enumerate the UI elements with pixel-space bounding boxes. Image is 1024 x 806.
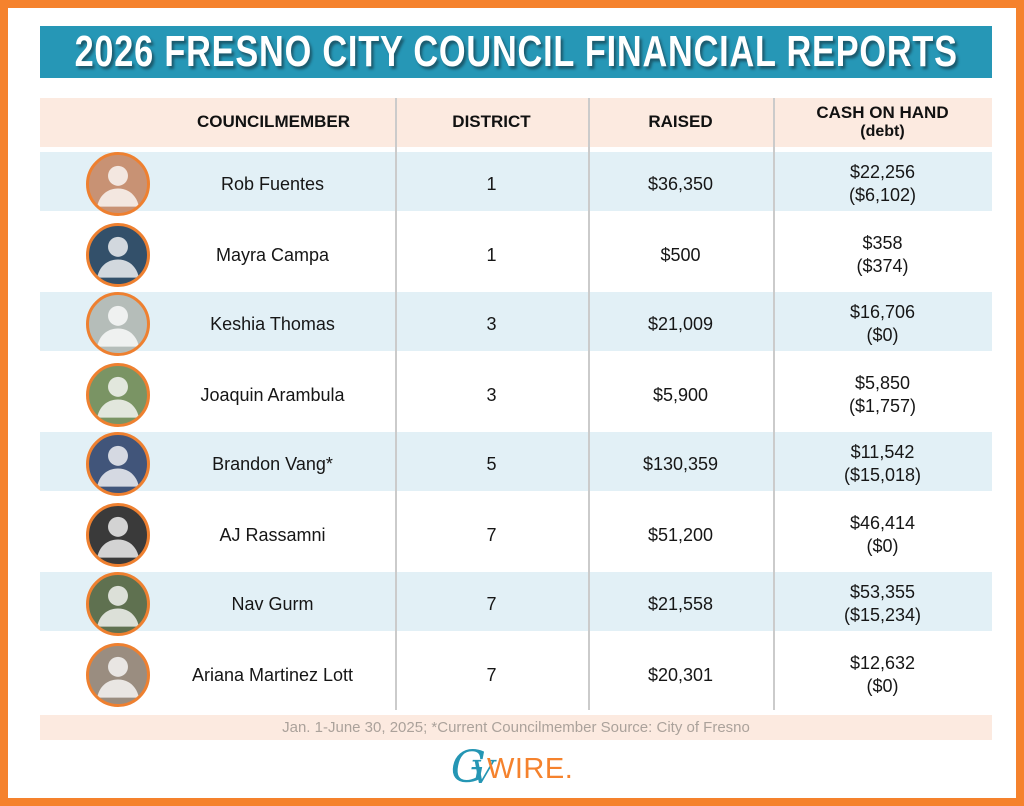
councilmember-photo	[86, 292, 150, 356]
header-cash-on-hand: CASH ON HAND (debt)	[816, 103, 949, 141]
column-divider	[395, 98, 397, 710]
cash-on-hand-cell: $22,256 ($6,102)	[773, 152, 992, 216]
district-value: 7	[486, 593, 497, 614]
councilmember-name: Ariana Martinez Lott	[191, 664, 354, 685]
district-value: 1	[486, 244, 497, 265]
debt-value: ($15,234)	[843, 605, 922, 625]
debt-value: ($0)	[866, 536, 899, 556]
debt-value: ($0)	[866, 325, 899, 345]
column-divider	[773, 98, 775, 710]
cash-on-hand-cell: $358 ($374)	[773, 220, 992, 290]
raised-value: $500	[660, 244, 701, 265]
councilmember-photo	[86, 572, 150, 636]
table-row: Nav Gurm 7 $21,558 $53,355 ($15,234)	[40, 570, 992, 640]
raised-value: $36,350	[647, 173, 714, 194]
header-councilmember: COUNCILMEMBER	[197, 112, 350, 132]
councilmember-photo	[86, 643, 150, 707]
cash-on-hand-cell: $12,632 ($0)	[773, 640, 992, 710]
person-silhouette-icon	[97, 236, 139, 278]
councilmember-cell: Keshia Thomas	[40, 292, 395, 356]
debt-value: ($374)	[856, 256, 909, 276]
councilmember-name: Joaquin Arambula	[200, 384, 345, 405]
councilmember-cell: Nav Gurm	[40, 572, 395, 636]
cash-value: $22,256	[849, 161, 916, 182]
councilmember-cell: Mayra Campa	[40, 220, 395, 290]
table-row: Mayra Campa 1 $500 $358 ($374)	[40, 220, 992, 290]
raised-value: $5,900	[652, 384, 709, 405]
cash-value: $53,355	[849, 581, 916, 602]
councilmember-photo	[86, 152, 150, 216]
councilmember-name: Keshia Thomas	[210, 313, 335, 334]
councilmember-name: Nav Gurm	[231, 593, 314, 614]
councilmember-photo	[86, 223, 150, 287]
table-row: Joaquin Arambula 3 $5,900 $5,850 ($1,757…	[40, 360, 992, 430]
footnote-text: Jan. 1-June 30, 2025; *Current Councilme…	[282, 719, 750, 736]
councilmember-name: Brandon Vang*	[212, 453, 333, 474]
district-value: 3	[486, 384, 497, 405]
debt-value: ($6,102)	[848, 185, 917, 205]
footnote-bar: Jan. 1-June 30, 2025; *Current Councilme…	[40, 715, 992, 740]
person-silhouette-icon	[97, 445, 139, 487]
district-value: 1	[486, 173, 497, 194]
district-value: 7	[486, 664, 497, 685]
cash-on-hand-cell: $11,542 ($15,018)	[773, 432, 992, 496]
councilmember-photo	[86, 503, 150, 567]
councilmember-cell: Brandon Vang*	[40, 432, 395, 496]
table-row: Keshia Thomas 3 $21,009 $16,706 ($0)	[40, 290, 992, 360]
logo-letter-g: G	[450, 741, 486, 793]
district-value: 5	[486, 453, 497, 474]
table-row: Ariana Martinez Lott 7 $20,301 $12,632 (…	[40, 640, 992, 710]
district-value: 3	[486, 313, 497, 334]
cash-value: $5,850	[854, 372, 911, 393]
table-row: Rob Fuentes 1 $36,350 $22,256 ($6,102)	[40, 150, 992, 220]
councilmember-name: AJ Rassamni	[219, 524, 326, 545]
header-district: DISTRICT	[452, 112, 531, 132]
person-silhouette-icon	[97, 305, 139, 347]
councilmember-cell: Joaquin Arambula	[40, 360, 395, 430]
gvwire-logo: G V WIRE.	[40, 740, 984, 795]
cash-value: $12,632	[849, 652, 916, 673]
cash-on-hand-cell: $53,355 ($15,234)	[773, 572, 992, 636]
table-row: AJ Rassamni 7 $51,200 $46,414 ($0)	[40, 500, 992, 570]
district-value: 7	[486, 524, 497, 545]
raised-value: $130,359	[642, 453, 719, 474]
councilmember-cell: Ariana Martinez Lott	[40, 640, 395, 710]
person-silhouette-icon	[97, 516, 139, 558]
councilmember-photo	[86, 432, 150, 496]
logo-letter-v: V	[470, 752, 494, 791]
cash-value: $46,414	[849, 512, 916, 533]
person-silhouette-icon	[97, 376, 139, 418]
raised-value: $21,558	[647, 593, 714, 614]
cash-value: $11,542	[850, 441, 915, 462]
cash-on-hand-cell: $46,414 ($0)	[773, 500, 992, 570]
person-silhouette-icon	[97, 165, 139, 207]
councilmember-cell: AJ Rassamni	[40, 500, 395, 570]
person-silhouette-icon	[97, 656, 139, 698]
person-silhouette-icon	[97, 585, 139, 627]
cash-value: $16,706	[849, 301, 916, 322]
financial-table: COUNCILMEMBER DISTRICT RAISED CASH ON HA…	[40, 98, 992, 710]
raised-value: $51,200	[647, 524, 714, 545]
table-row: Brandon Vang* 5 $130,359 $11,542 ($15,01…	[40, 430, 992, 500]
raised-value: $21,009	[647, 313, 714, 334]
debt-value: ($1,757)	[848, 396, 917, 416]
cash-on-hand-cell: $16,706 ($0)	[773, 292, 992, 356]
header-raised: RAISED	[648, 112, 713, 132]
debt-value: ($0)	[866, 676, 899, 696]
councilmember-photo	[86, 363, 150, 427]
header-cash-debt-sublabel: (debt)	[860, 123, 905, 141]
table-header-row: COUNCILMEMBER DISTRICT RAISED CASH ON HA…	[40, 98, 992, 147]
cash-on-hand-cell: $5,850 ($1,757)	[773, 360, 992, 430]
councilmember-name: Mayra Campa	[215, 244, 330, 265]
cash-value: $358	[862, 232, 903, 253]
debt-value: ($15,018)	[843, 465, 922, 485]
column-divider	[588, 98, 590, 710]
councilmember-cell: Rob Fuentes	[40, 152, 395, 216]
logo-wordmark: WIRE.	[486, 753, 574, 785]
title-banner: 2026 FRESNO CITY COUNCIL FINANCIAL REPOR…	[40, 26, 992, 78]
page-title: 2026 FRESNO CITY COUNCIL FINANCIAL REPOR…	[74, 27, 958, 76]
raised-value: $20,301	[647, 664, 714, 685]
councilmember-name: Rob Fuentes	[220, 173, 325, 194]
